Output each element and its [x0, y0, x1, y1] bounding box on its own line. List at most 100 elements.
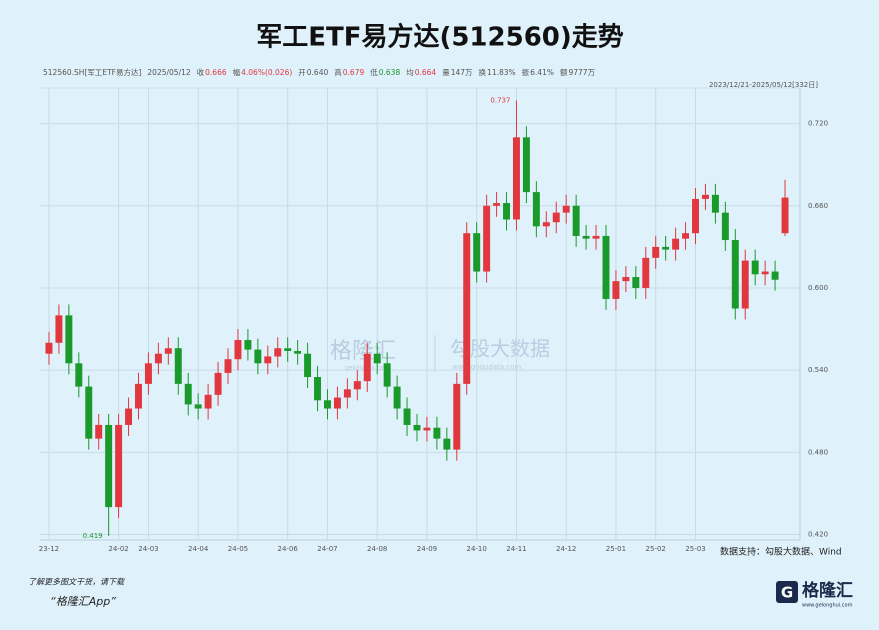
- info-label: 512560.SH[军工ETF易方达]: [43, 67, 141, 77]
- candle-body: [314, 377, 322, 401]
- candle-body: [105, 424, 113, 508]
- candle-body: [393, 386, 401, 409]
- candle-body: [552, 212, 560, 223]
- x-tick-label: 24-05: [228, 545, 248, 553]
- y-tick-label: 0.480: [808, 448, 828, 456]
- candle-body: [383, 363, 391, 387]
- info-value: 9777万: [568, 68, 595, 77]
- candle-body: [592, 235, 600, 239]
- y-tick-label: 0.540: [808, 366, 828, 374]
- candle-body: [144, 363, 152, 384]
- candle-body: [65, 315, 73, 364]
- x-tick-label: 24-08: [367, 545, 387, 553]
- candle-body: [294, 350, 302, 354]
- candle-body: [403, 408, 411, 425]
- x-tick-label: 24-02: [108, 545, 128, 553]
- x-tick-label: 24-11: [506, 545, 526, 553]
- candle-body: [75, 363, 83, 387]
- candle-body: [741, 260, 749, 309]
- info-value: 4.06%(0.026): [241, 68, 292, 77]
- candle-body: [413, 424, 421, 431]
- candle-body: [264, 356, 272, 364]
- candle-body: [135, 383, 142, 409]
- candle-body: [662, 246, 670, 250]
- logo-text: 格隆汇: [802, 580, 853, 601]
- info-label: 收: [197, 67, 205, 77]
- candle-body: [284, 348, 292, 351]
- candle-body: [682, 233, 690, 239]
- info-value: 0.640: [307, 68, 329, 77]
- candle-body: [562, 205, 570, 213]
- info-value: 147万: [451, 68, 473, 77]
- y-tick-label: 0.420: [808, 531, 828, 539]
- source: 数据支持：勾股大数据、Wind: [720, 546, 842, 558]
- y-tick-label: 0.600: [808, 284, 828, 292]
- info-label: 低: [370, 67, 378, 77]
- candle-body: [542, 222, 550, 227]
- candle-body: [751, 260, 759, 275]
- info-label: 均: [406, 67, 414, 77]
- candle-body: [721, 212, 729, 241]
- info-label: 量: [442, 68, 450, 77]
- watermark: 格隆汇: [330, 339, 396, 364]
- x-tick-label: 24-10: [467, 545, 487, 553]
- candle-body: [244, 340, 252, 350]
- candle-body: [632, 277, 640, 288]
- candle-body: [781, 197, 789, 234]
- candle-body: [433, 427, 441, 439]
- candle-body: [353, 381, 361, 390]
- y-tick-label: 0.720: [808, 120, 828, 128]
- candle-body: [522, 137, 530, 193]
- logo-url: www.gelonghui.com: [802, 603, 853, 609]
- candle-body: [423, 427, 431, 431]
- footer-app: “格隆汇App”: [50, 595, 116, 608]
- y-tick-label: 0.660: [808, 202, 828, 210]
- candle-body: [323, 400, 331, 409]
- x-tick-label: 24-04: [188, 545, 209, 553]
- max-label: 0.737: [490, 96, 510, 104]
- candle-body: [274, 348, 282, 357]
- candle-body: [174, 348, 182, 384]
- candle-body: [602, 235, 610, 299]
- candle-body: [164, 348, 172, 354]
- candle-body: [701, 194, 709, 199]
- candle-body: [373, 353, 381, 364]
- candle-body: [234, 340, 242, 360]
- x-tick-label: 23-12: [39, 545, 59, 553]
- candle-body: [572, 205, 580, 236]
- min-label: 0.419: [83, 532, 103, 540]
- candle-body: [254, 349, 262, 364]
- candle-body: [692, 198, 699, 234]
- candle-body: [493, 203, 501, 206]
- candle-body: [363, 353, 371, 382]
- x-tick-label: 24-06: [278, 545, 299, 553]
- candle-body: [443, 438, 451, 450]
- candle-body: [473, 233, 481, 272]
- candle-body: [194, 404, 202, 409]
- candle-body: [115, 424, 123, 508]
- candle-body: [224, 359, 232, 373]
- info-value: 2025/05/12: [147, 68, 190, 77]
- info-value: 0.679: [343, 68, 365, 77]
- watermark: www.gogudata.com: [452, 363, 521, 371]
- candle-body: [85, 386, 93, 439]
- info-label: 幅: [233, 67, 241, 77]
- candle-body: [532, 192, 540, 227]
- range-label: 2023/12/21-2025/05/12[332日]: [709, 81, 818, 89]
- candle-body: [642, 257, 650, 288]
- candle-body: [761, 271, 769, 275]
- candle-body: [304, 353, 312, 378]
- x-tick-label: 24-03: [138, 545, 158, 553]
- info-value: 0.664: [415, 68, 437, 77]
- chart-title: 军工ETF易方达(512560)走势: [256, 22, 624, 53]
- info-label: 开: [298, 68, 306, 77]
- candle-body: [95, 424, 103, 439]
- candle-body: [582, 235, 590, 239]
- candle-body: [483, 205, 491, 272]
- candle-body: [503, 203, 511, 220]
- candle-body: [731, 240, 739, 309]
- x-tick-label: 24-09: [417, 545, 437, 553]
- logo-icon-text: G: [781, 584, 793, 602]
